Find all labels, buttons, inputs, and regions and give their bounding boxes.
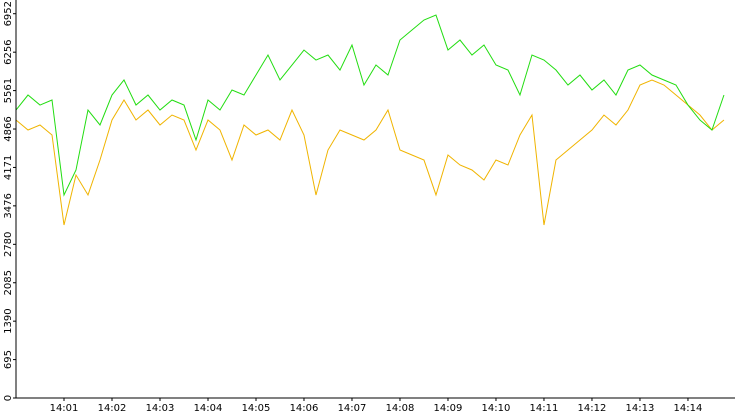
- x-tick-label: 14:08: [386, 403, 415, 414]
- y-tick-label: 5561: [3, 78, 14, 103]
- x-tick-label: 14:13: [626, 403, 655, 414]
- x-tick-label: 14:07: [338, 403, 367, 414]
- x-tick-label: 14:14: [674, 403, 703, 414]
- x-tick-label: 14:01: [50, 403, 79, 414]
- x-tick-label: 14:06: [290, 403, 319, 414]
- x-tick-label: 14:09: [434, 403, 463, 414]
- y-tick-label: 3476: [3, 193, 14, 218]
- y-tick-label: 6952: [3, 1, 14, 26]
- y-tick-label: 2085: [3, 270, 14, 295]
- x-tick-label: 14:02: [98, 403, 127, 414]
- y-tick-label: 4866: [3, 116, 14, 141]
- series-line: [15, 79, 725, 226]
- y-tick-label: 1390: [3, 308, 14, 333]
- x-tick-label: 14:11: [530, 403, 559, 414]
- y-tick-label: 695: [3, 350, 14, 369]
- y-tick-label: 4171: [3, 155, 14, 180]
- x-tick-label: 14:04: [194, 403, 223, 414]
- x-tick-label: 14:03: [146, 403, 175, 414]
- x-tick-label: 14:10: [482, 403, 511, 414]
- y-tick-label: 2780: [3, 232, 14, 257]
- series-line: [15, 14, 725, 197]
- x-tick-label: 14:05: [242, 403, 271, 414]
- y-tick-label: 6256: [3, 39, 14, 64]
- y-tick-label: 0: [3, 395, 14, 401]
- x-tick-label: 14:12: [578, 403, 607, 414]
